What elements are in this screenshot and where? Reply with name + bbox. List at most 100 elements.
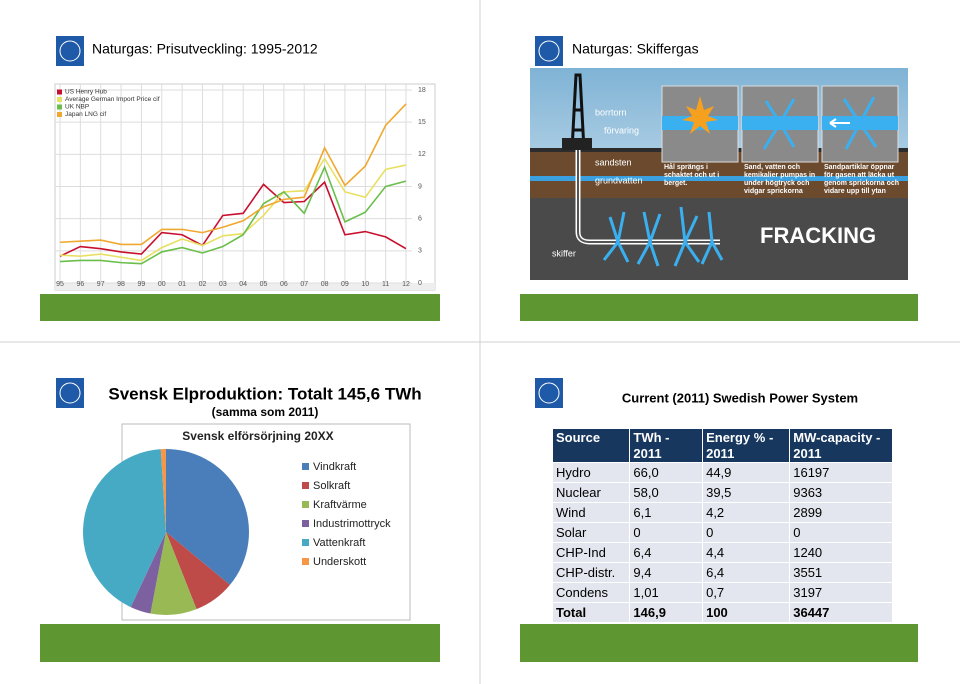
- table-cell: 1,01: [629, 582, 704, 603]
- y-tick-label: 0: [418, 280, 422, 287]
- pie-slice: [150, 532, 197, 615]
- y-tick-label: 18: [418, 87, 426, 94]
- y-tick-label: 12: [418, 151, 426, 158]
- series-line: [59, 165, 407, 265]
- table-cell: Solar: [551, 522, 631, 543]
- illustration-caption: Sandpartiklar öppnar för gasen att läcka…: [824, 164, 900, 195]
- table-row: Hydro 66,0 44,9 16197: [551, 462, 893, 483]
- illustration-caption: Hål sprängs i schaktet och ut i berget.: [664, 164, 720, 187]
- x-tick-label: 08: [321, 281, 329, 288]
- table-cell: 6,1: [629, 502, 704, 523]
- table-cell: 3551: [789, 562, 893, 583]
- y-tick-label: 3: [418, 248, 422, 255]
- table-cell: 66,0: [629, 462, 704, 483]
- table-row: Total 146,9 100 36447: [551, 602, 893, 623]
- table-cell: 3197: [789, 582, 893, 603]
- slide-title: Naturgas: Skiffergas: [572, 41, 699, 57]
- table-cell: Wind: [551, 502, 631, 523]
- table-cell: Energy % - 2011: [702, 428, 791, 463]
- x-tick-label: 99: [138, 281, 146, 288]
- table-row: Solar 0 0 0: [551, 522, 893, 543]
- y-tick-label: 9: [418, 183, 422, 190]
- table-cell: 39,5: [702, 482, 791, 503]
- table-cell: 0: [702, 522, 791, 543]
- table-cell: 1240: [789, 542, 893, 563]
- table-cell: Hydro: [551, 462, 631, 483]
- table-cell: 9,4: [629, 562, 704, 583]
- x-axis-band: [55, 283, 435, 290]
- legend-swatch: [302, 482, 309, 489]
- table-cell: MW-capacity - 2011: [789, 428, 893, 463]
- footer-bar: [520, 294, 918, 321]
- illustration-caption: Sand, vatten och kemikalier pumpas in un…: [744, 164, 816, 195]
- x-tick-label: 98: [117, 281, 125, 288]
- table-cell: 4,4: [702, 542, 791, 563]
- x-tick-label: 95: [56, 281, 64, 288]
- table-row: Condens 1,01 0,7 3197: [551, 582, 893, 603]
- x-tick-label: 05: [260, 281, 268, 288]
- table-cell: CHP-Ind: [551, 542, 631, 563]
- legend-label: US Henry Hub: [65, 89, 107, 96]
- y-tick-label: 6: [418, 216, 422, 223]
- table: Source TWh - 2011 Energy % - 2011 MW-capaci…: [551, 428, 893, 623]
- x-tick-label: 09: [341, 281, 349, 288]
- legend-label: Vindkraft: [313, 461, 356, 473]
- table-cell: 44,9: [702, 462, 791, 483]
- footer-bar: [40, 624, 440, 662]
- x-tick-label: 03: [219, 281, 227, 288]
- legend-swatch: [302, 501, 309, 508]
- legend-swatch: [302, 520, 309, 527]
- illustration-label: borrtorn: [595, 107, 627, 117]
- series-line: [59, 157, 407, 262]
- table-cell: 58,0: [629, 482, 704, 503]
- chart-title: Svensk elförsörjning 20XX: [182, 429, 333, 443]
- illustration-label: skiffer: [552, 248, 576, 258]
- table-cell: 0: [789, 522, 893, 543]
- logo: [535, 378, 563, 408]
- slide-title: Current (2011) Swedish Power System: [622, 390, 858, 405]
- table-cell: 6,4: [702, 562, 791, 583]
- legend-label: Solkraft: [313, 480, 350, 492]
- table-cell: Nuclear: [551, 482, 631, 503]
- legend-swatch: [57, 104, 62, 110]
- table-cell: Condens: [551, 582, 631, 603]
- slide-title: Naturgas: Prisutveckling: 1995-2012: [92, 41, 318, 57]
- table-row: Wind 6,1 4,2 2899: [551, 502, 893, 523]
- illustration-title: FRACKING: [760, 223, 876, 248]
- x-tick-label: 04: [239, 281, 247, 288]
- pie-slice: [166, 532, 230, 610]
- x-tick-label: 96: [76, 281, 84, 288]
- legend-swatch: [57, 97, 62, 102]
- table-cell: Source: [551, 428, 631, 463]
- table-cell: Total: [551, 602, 631, 623]
- legend-swatch: [57, 112, 62, 117]
- legend-label: Underskott: [313, 556, 366, 568]
- pie-slice: [166, 449, 249, 585]
- logo: [535, 36, 563, 66]
- x-tick-label: 11: [382, 281, 389, 288]
- pie-slice: [130, 532, 166, 614]
- table-cell: 9363: [789, 482, 893, 503]
- logo: [56, 378, 84, 408]
- legend-label: Industrimottryck: [313, 518, 391, 530]
- table-cell: TWh - 2011: [629, 428, 704, 463]
- table-cell: CHP-distr.: [551, 562, 631, 583]
- table-row: CHP-Ind 6,4 4,4 1240: [551, 542, 893, 563]
- x-tick-label: 00: [158, 281, 166, 288]
- table-cell: 100: [702, 602, 791, 623]
- table-cell: 2899: [789, 502, 893, 523]
- table-cell: 0,7: [702, 582, 791, 603]
- table-row: CHP-distr. 9,4 6,4 3551: [551, 562, 893, 583]
- legend-label: Japan LNG cif: [65, 111, 106, 118]
- pie-slice: [160, 449, 166, 532]
- x-tick-label: 97: [97, 281, 105, 288]
- legend-label: Average German Import Price cif: [65, 96, 160, 103]
- illustration-label: grundvatten: [595, 175, 643, 185]
- slide-subtitle: (samma som 2011): [212, 405, 319, 419]
- illustration-label: förvaring: [604, 125, 639, 135]
- y-tick-label: 15: [418, 119, 426, 126]
- table-row: Source TWh - 2011 Energy % - 2011 MW-capaci…: [551, 428, 893, 463]
- table-cell: 16197: [789, 462, 893, 483]
